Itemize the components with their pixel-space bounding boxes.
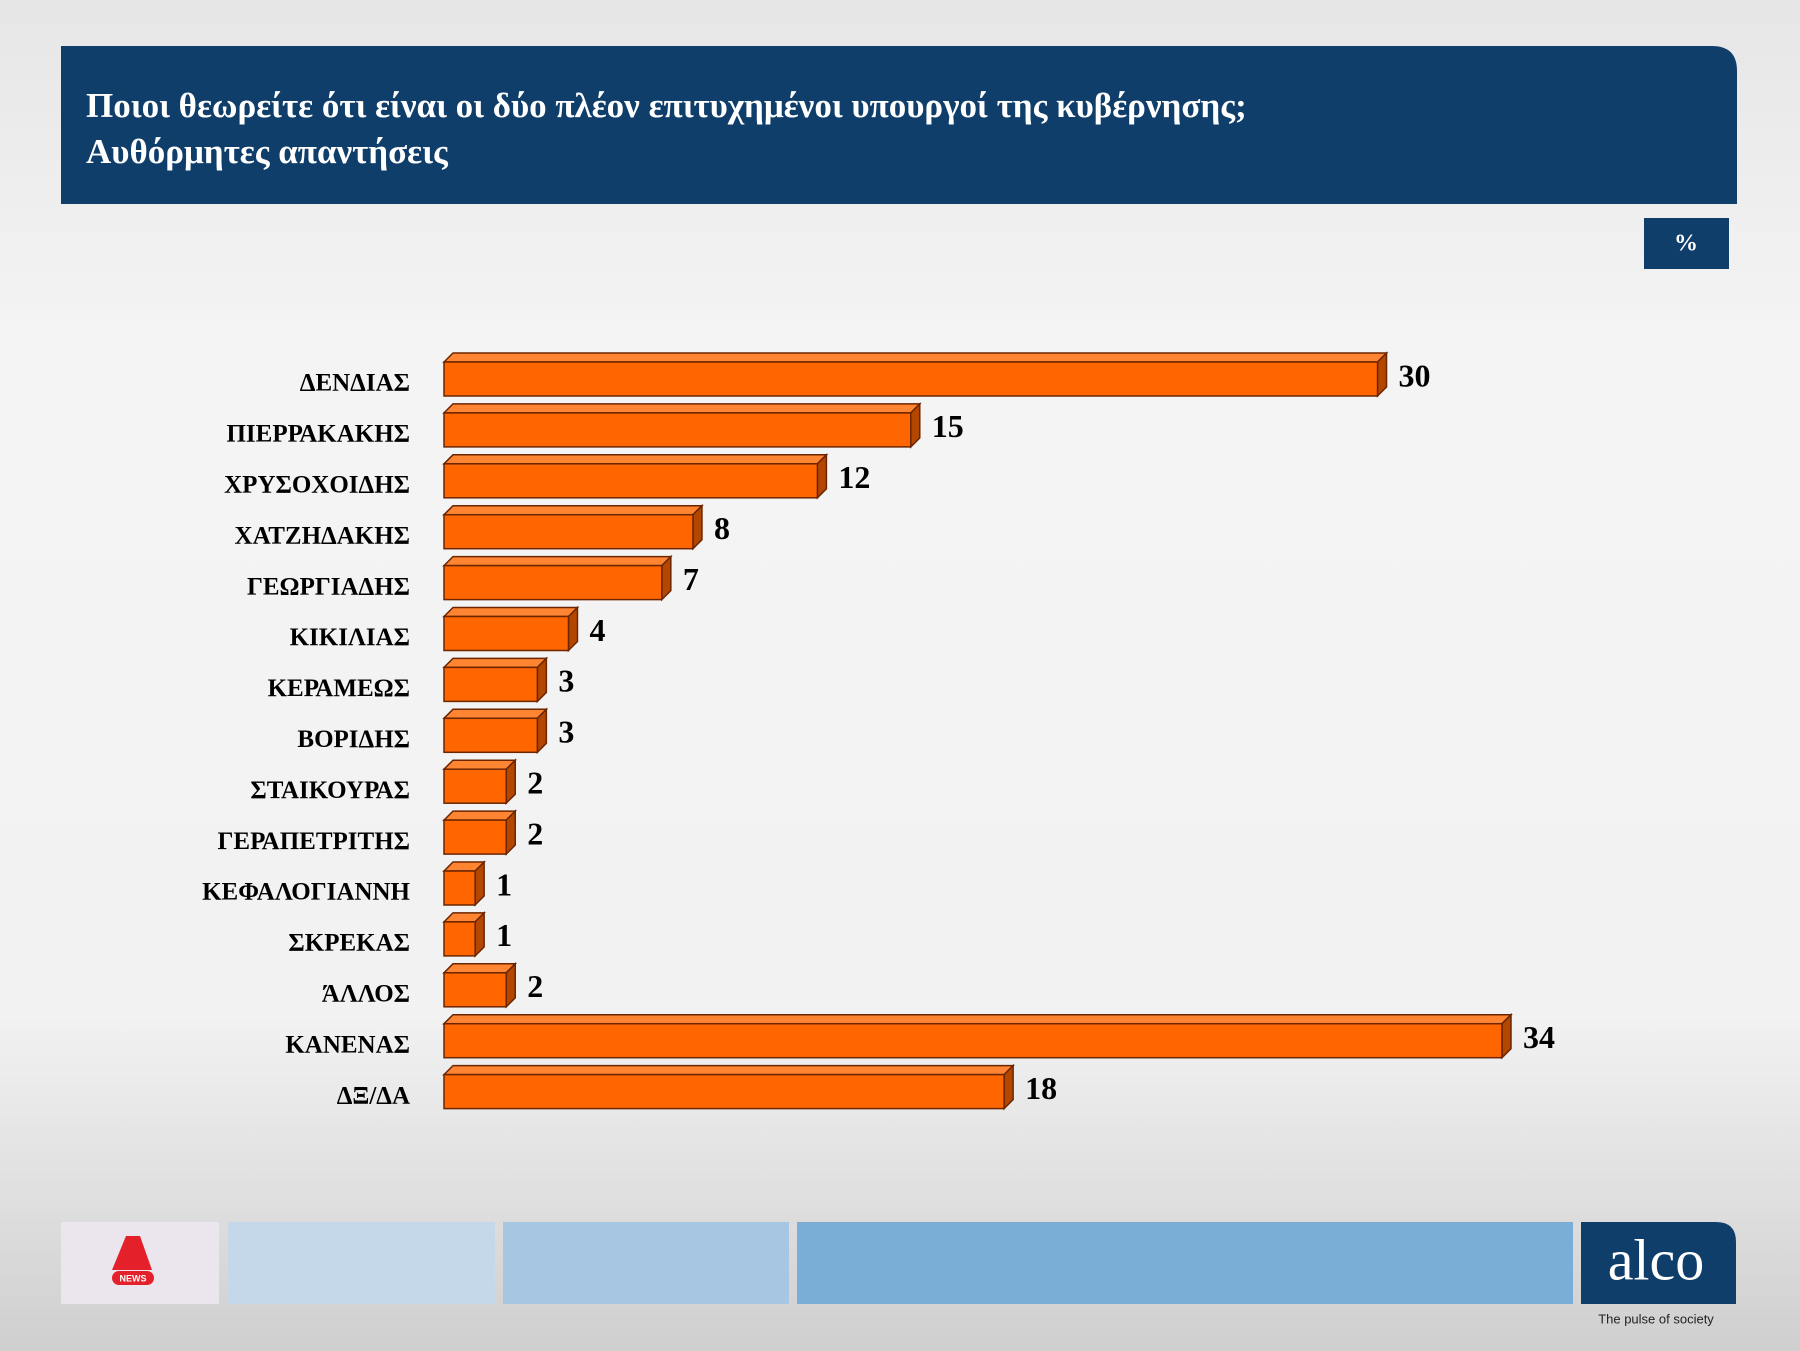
value-label: 3 [558, 714, 574, 750]
bar [442, 961, 518, 1009]
bar [442, 911, 486, 958]
footer-block [797, 1222, 1573, 1304]
bar-front [443, 615, 570, 652]
brand-box [1581, 1222, 1736, 1304]
value-label: 8 [714, 510, 730, 546]
bar-top [442, 963, 518, 974]
unit-label: % [1674, 231, 1698, 257]
bar-top [442, 606, 580, 618]
category-label: ΧΑΤΖΗΔΑΚΗΣ [235, 522, 410, 549]
category-label: ΔΕΝΔΙΑΣ [300, 370, 410, 397]
category-label: ΚΙΚΙΛΙΑΣ [290, 624, 410, 651]
value-label: 12 [838, 459, 870, 495]
footer-block [503, 1222, 789, 1304]
category-label: ΆΛΛΟΣ [322, 981, 410, 1008]
category-label: ΚΑΝΕΝΑΣ [285, 1031, 410, 1058]
bar-front [443, 666, 539, 703]
bar-front [443, 564, 663, 601]
category-label: ΓΕΩΡΓΙΑΔΗΣ [247, 573, 410, 600]
bar-top [442, 1013, 1513, 1025]
brand: alco [1608, 1227, 1705, 1292]
category-label: ΓΕΡΑΠΕΤΡΙΤΗΣ [218, 828, 411, 855]
bar [442, 758, 518, 806]
value-label: 30 [1399, 357, 1431, 393]
bar [442, 605, 580, 653]
bar-top [442, 708, 549, 720]
value-label: 2 [527, 765, 543, 801]
bar-front [443, 819, 507, 855]
bar-front [443, 921, 476, 957]
bar-top [442, 504, 704, 516]
value-label: 18 [1025, 1070, 1057, 1106]
bar-front [443, 870, 476, 906]
value-label: 15 [932, 408, 964, 444]
value-label: 2 [527, 968, 543, 1004]
bar-front [443, 972, 507, 1008]
value-label: 1 [496, 866, 512, 902]
bar [442, 809, 518, 856]
bar-top [442, 352, 1389, 363]
value-label: 4 [589, 612, 605, 648]
bar-top [442, 810, 518, 821]
category-label: ΒΟΡΙΔΗΣ [297, 726, 410, 753]
category-label: ΠΙΕΡΡΑΚΑΚΗΣ [226, 421, 410, 448]
value-label: 1 [496, 917, 512, 953]
value-label: 3 [558, 663, 574, 699]
value-label: 2 [527, 815, 543, 851]
bar-front [443, 768, 507, 804]
bar [442, 452, 829, 500]
bar [442, 656, 549, 704]
bar-front [443, 361, 1379, 397]
bar-top [442, 454, 829, 465]
bar [442, 351, 1389, 398]
bar [442, 503, 704, 551]
category-label: ΔΞ/ΔΑ [337, 1082, 410, 1109]
header-band [61, 46, 1737, 204]
bar [442, 707, 549, 755]
bar-front [443, 1073, 1005, 1110]
bar-top [442, 759, 518, 770]
bar-front [443, 412, 912, 448]
bar-top [442, 657, 549, 669]
bar-front [443, 463, 819, 499]
news-logo-text: NEWS [120, 1273, 147, 1283]
bar-top [442, 555, 673, 567]
category-label: ΣΤΑΙΚΟΥΡΑΣ [250, 777, 410, 804]
value-label: 34 [1523, 1019, 1555, 1055]
category-label: ΣΚΡΕΚΑΣ [288, 930, 410, 957]
category-label: ΧΡΥΣΟΧΟΙΔΗΣ [224, 472, 410, 499]
news-logo [112, 1236, 152, 1270]
tagline: The pulse of society [1598, 1311, 1714, 1326]
bar [442, 1063, 1015, 1111]
bar-front [443, 1022, 1503, 1059]
bar [442, 1012, 1513, 1060]
bar-top [442, 1064, 1015, 1076]
category-label: ΚΕΦΑΛΟΓΙΑΝΝΗ [202, 879, 410, 906]
bar-top [442, 403, 922, 414]
chart-title: Ποιοι θεωρείτε ότι είναι οι δύο πλέον επ… [86, 86, 1247, 125]
category-label: ΚΕΡΑΜΕΩΣ [268, 675, 410, 702]
bar-front [443, 513, 694, 550]
news-logo-pill [112, 1271, 154, 1285]
bar [442, 860, 486, 907]
bar [442, 554, 673, 602]
chart-subtitle: Αυθόρμητες απαντήσεις [86, 132, 449, 171]
value-label: 7 [683, 561, 699, 597]
unit-box [1644, 218, 1729, 269]
footer-block [228, 1222, 495, 1304]
bar [442, 402, 922, 449]
bar-front [443, 717, 539, 754]
